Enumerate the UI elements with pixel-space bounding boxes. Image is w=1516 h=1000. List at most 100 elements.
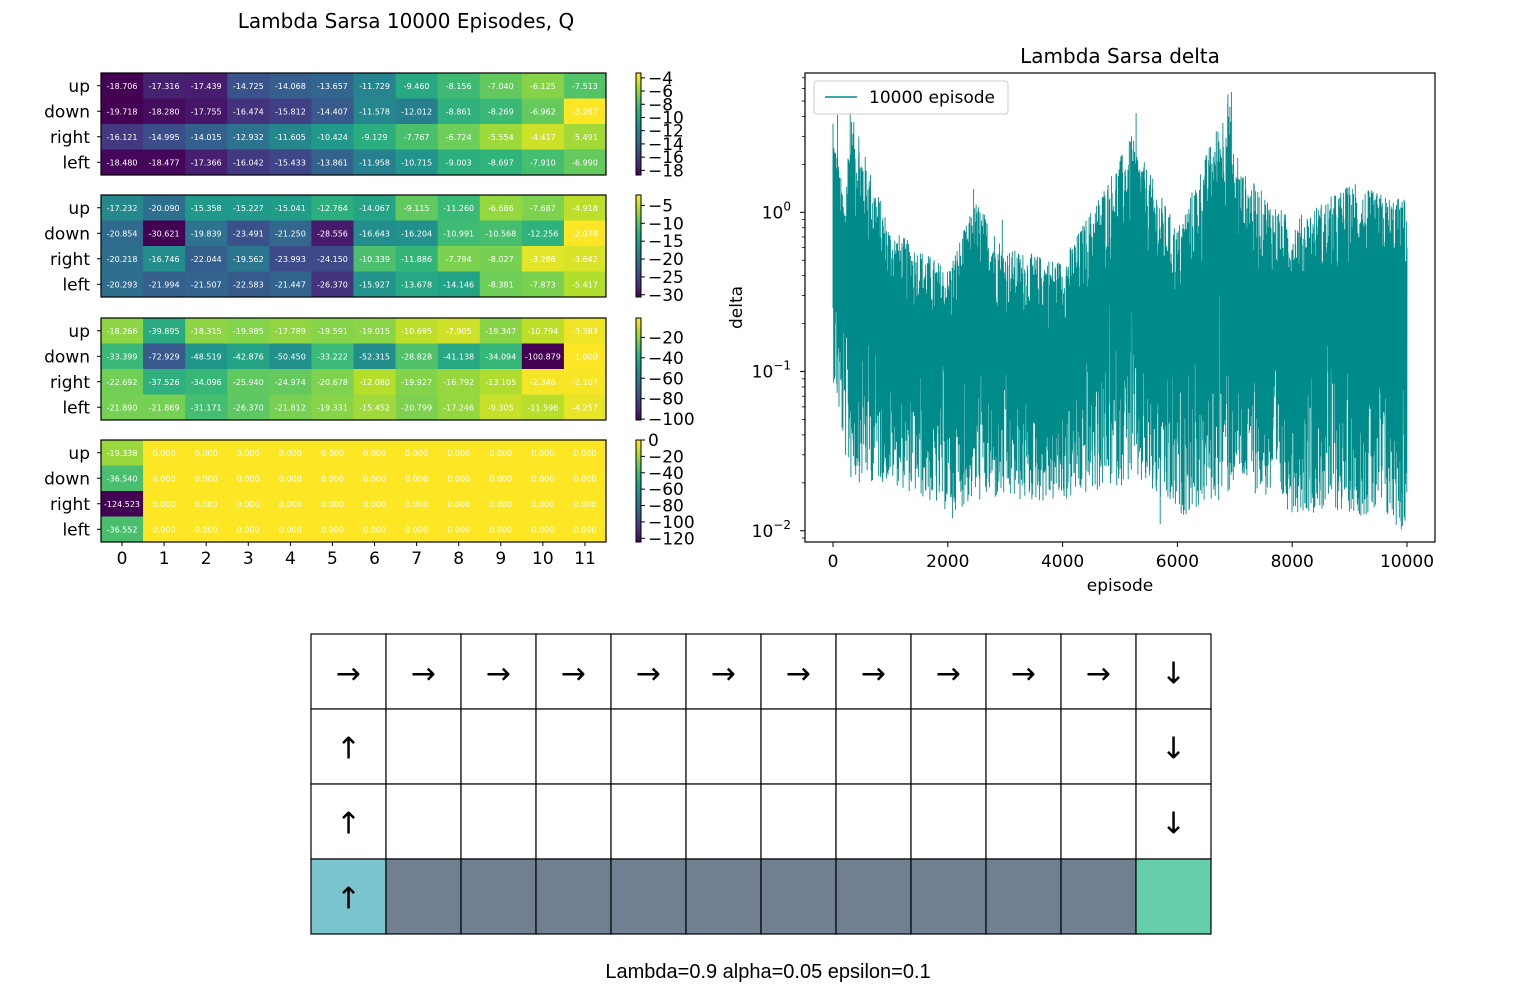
grid-cell-empty [1135, 633, 1212, 710]
heatmap-cell [185, 369, 228, 395]
heatmap-cell-label: -21.507 [191, 280, 222, 289]
colorbar-segment [636, 215, 641, 219]
colorbar-segment [636, 202, 641, 206]
col-label: 0 [117, 549, 128, 569]
heatmap-cell [353, 220, 396, 247]
heatmap-cell-label: -23.491 [233, 229, 264, 238]
heatmap-cell-label: 0.000 [489, 449, 512, 458]
colorbar-segment [636, 101, 641, 105]
heatmap-cell [353, 98, 396, 125]
heatmap-cell [521, 195, 565, 221]
heatmap-cell [395, 369, 439, 395]
heatmap-cell-label: -15.433 [275, 158, 306, 167]
heatmap-cell [395, 246, 439, 272]
x-tick-label: 8000 [1271, 552, 1314, 572]
heatmap-cell-label: -21.994 [149, 280, 180, 289]
colorbar-frame [635, 439, 642, 543]
heatmap-cell-label: -52.315 [359, 352, 390, 361]
x-tick-label: 0 [828, 552, 839, 572]
heatmap-cell [227, 440, 270, 466]
colorbar-segment [636, 328, 641, 332]
heatmap-cell [479, 271, 523, 298]
heatmap-cell-label: -7.767 [404, 133, 430, 142]
heatmap-cell-label: -19.015 [359, 327, 390, 336]
heatmap-cell-label: -33.222 [317, 352, 348, 361]
colorbar-segment [636, 452, 641, 456]
colorbar-segment [636, 162, 641, 166]
colorbar-tick-label: −18 [648, 161, 684, 181]
heatmap-cell-label: 0.000 [405, 449, 428, 458]
policy-arrow: ↓ [1161, 732, 1186, 767]
colorbar-segment [636, 126, 641, 130]
heatmap-cell-label: -16.204 [401, 229, 432, 238]
colorbar-segment [636, 167, 641, 171]
heatmap-cell [353, 465, 396, 492]
colorbar-segment [636, 480, 641, 484]
heatmap-cell [101, 343, 144, 370]
heatmap-cell [101, 318, 144, 344]
policy-arrow: → [486, 657, 511, 692]
colorbar-segment [636, 75, 641, 79]
colorbar-segment [636, 251, 641, 255]
colorbar-segment [636, 353, 641, 357]
heatmap-cell [311, 195, 354, 221]
colorbar-segment [636, 447, 641, 451]
heatmap-cell-label: -6.962 [530, 107, 556, 116]
colorbar-tick-label: −20 [648, 447, 684, 467]
grid-cell-empty [835, 708, 912, 785]
heatmap-cell [563, 516, 607, 543]
heatmap-cell-label: -8.269 [488, 107, 514, 116]
colorbar-segment [636, 116, 641, 120]
heatmap-cell-label: 0.000 [279, 449, 302, 458]
heatmap-cell-label: -21.869 [149, 403, 180, 412]
col-label: 11 [574, 549, 596, 569]
heatmap-cell-label: -20.293 [107, 280, 138, 289]
heatmap-cell-label: -48.519 [191, 352, 222, 361]
heatmap-cell [437, 271, 481, 298]
heatmap-cell-label: -23.993 [275, 255, 306, 264]
heatmap-cell [185, 465, 228, 492]
grid-cell-empty [985, 783, 1062, 860]
policy-arrow: ↑ [336, 732, 361, 767]
colorbar-segment [636, 240, 641, 244]
colorbar-segment [636, 409, 641, 413]
heatmap-cell [311, 440, 354, 466]
heatmap-cell [437, 369, 481, 395]
grid-cell-cliff [610, 858, 687, 935]
heatmap-cell [521, 394, 565, 421]
heatmap-cell-label: 0.000 [153, 500, 176, 509]
heatmap-cell [311, 394, 354, 421]
heatmap-cell-label: 0.000 [447, 500, 470, 509]
y-tick-exponent: −1 [773, 359, 791, 373]
heatmap-cell-label: -4.257 [572, 403, 598, 412]
heatmap-cell-label: -6.724 [446, 133, 472, 142]
parameters-caption: Lambda=0.9 alpha=0.05 epsilon=0.1 [605, 961, 930, 983]
colorbar-segment [636, 95, 641, 99]
heatmap-cell [563, 394, 607, 421]
heatmap-cell [185, 440, 228, 466]
policy-arrow: ↑ [336, 882, 361, 917]
x-tick-label: 10000 [1380, 552, 1434, 572]
heatmap-cell [185, 73, 228, 99]
heatmap-cell-label: -13.861 [317, 158, 348, 167]
heatmap-cell-label: -6.990 [572, 158, 598, 167]
colorbar-segment [636, 361, 641, 365]
heatmap-cell-label: 0.000 [195, 474, 218, 483]
heatmap-cell-label: 0.000 [237, 525, 260, 534]
colorbar-segment [636, 271, 641, 275]
colorbar-tick-label: −25 [648, 268, 684, 288]
policy-arrow: → [861, 657, 886, 692]
heatmap-cell-label: -14.015 [191, 133, 222, 142]
heatmap-cell-label: -3.383 [572, 327, 598, 336]
heatmap-cell [395, 343, 439, 370]
colorbar-segment [636, 414, 641, 418]
heatmap-cell-label: 0.000 [531, 500, 554, 509]
policy-grid: → → → → → → → → → → → ↓ ↑ ↓ ↑ ↓ ↑ [310, 633, 1212, 935]
heatmap-cell-label: -15.812 [275, 107, 306, 116]
heatmap-cell [227, 124, 270, 150]
colorbar-segment [636, 261, 641, 265]
heatmap-cell [227, 369, 270, 395]
colorbar-segment [636, 246, 641, 250]
heatmap-cell [395, 440, 439, 466]
heatmap-cell-label: -19.591 [317, 327, 348, 336]
